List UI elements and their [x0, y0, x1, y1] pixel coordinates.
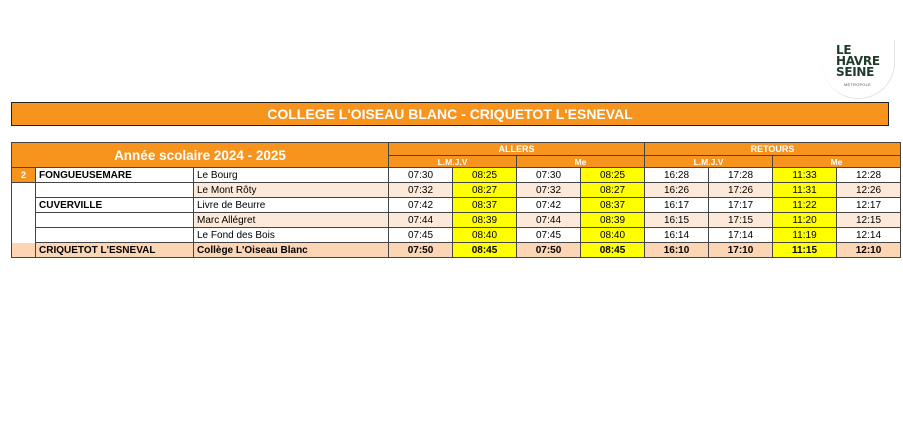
time-cell: 11:15 [772, 242, 837, 258]
time-cell: 07:30 [516, 167, 581, 183]
line-number-blank [11, 242, 36, 258]
stop-cell: Marc Allégret [193, 212, 389, 228]
time-cell: 08:39 [452, 212, 517, 228]
time-cell: 08:25 [452, 167, 517, 183]
commune-cell: CUVERVILLE [35, 197, 194, 213]
time-cell: 07:32 [516, 182, 581, 198]
time-cell: 17:10 [708, 242, 773, 258]
time-cell: 17:15 [708, 212, 773, 228]
time-cell: 07:45 [516, 227, 581, 243]
logo-line-2: HAVRE [836, 54, 880, 68]
line-number: 2 [11, 167, 36, 183]
time-cell: 07:32 [388, 182, 453, 198]
time-cell: 08:45 [580, 242, 645, 258]
commune-cell: FONGUEUSEMARE [35, 167, 194, 183]
time-cell: 07:42 [388, 197, 453, 213]
time-cell: 08:45 [452, 242, 517, 258]
time-cell: 11:22 [772, 197, 837, 213]
table-row: Le Fond des Bois 07:45 08:40 07:45 08:40 16:1… [11, 227, 901, 243]
commune-cell [35, 227, 194, 243]
allers-header: ALLERS [388, 142, 645, 156]
time-cell: 11:20 [772, 212, 837, 228]
commune-cell: CRIQUETOT L'ESNEVAL [35, 242, 194, 258]
time-cell: 11:33 [772, 167, 837, 183]
time-cell: 08:27 [580, 182, 645, 198]
table-row: Marc Allégret 07:44 08:39 07:44 08:39 16:15 17… [11, 212, 901, 228]
time-cell: 16:28 [644, 167, 709, 183]
time-cell: 08:25 [580, 167, 645, 183]
line-number-blank [11, 212, 36, 228]
time-cell: 07:30 [388, 167, 453, 183]
time-cell: 12:10 [836, 242, 901, 258]
time-cell: 12:26 [836, 182, 901, 198]
retours-lmjv-header: L.M.J.V [644, 155, 773, 168]
table-row: CRIQUETOT L'ESNEVAL Collège L'Oiseau Blan… [11, 242, 901, 258]
timetable-body: 2 FONGUEUSEMARE Le Bourg 07:30 08:25 07:30 08:… [11, 167, 901, 258]
stop-cell: Le Mont Rôty [193, 182, 389, 198]
allers-me-header: Me [516, 155, 645, 168]
commune-cell [35, 182, 194, 198]
time-cell: 12:28 [836, 167, 901, 183]
time-cell: 07:50 [516, 242, 581, 258]
time-cell: 08:39 [580, 212, 645, 228]
time-cell: 07:45 [388, 227, 453, 243]
time-cell: 07:44 [388, 212, 453, 228]
time-cell: 07:42 [516, 197, 581, 213]
time-cell: 12:15 [836, 212, 901, 228]
time-cell: 17:17 [708, 197, 773, 213]
table-row: CUVERVILLE Livre de Beurre 07:42 08:37 07:42… [11, 197, 901, 213]
allers-lmjv-header: L.M.J.V [388, 155, 517, 168]
time-cell: 16:26 [644, 182, 709, 198]
stop-cell: Le Fond des Bois [193, 227, 389, 243]
line-number-blank [11, 197, 36, 213]
time-cell: 08:27 [452, 182, 517, 198]
timetable: Année scolaire 2024 - 2025 ALLERS RETOUR… [11, 142, 901, 258]
logo-line-3: SEINE [836, 65, 875, 79]
logo-wordmark: LE HAVRE SEINE [836, 43, 880, 79]
time-cell: 17:26 [708, 182, 773, 198]
time-cell: 11:31 [772, 182, 837, 198]
time-cell: 16:14 [644, 227, 709, 243]
time-cell: 17:14 [708, 227, 773, 243]
school-year: Année scolaire 2024 - 2025 [11, 142, 389, 168]
time-cell: 11:19 [772, 227, 837, 243]
le-havre-seine-logo: LE HAVRE SEINE MÉTROPOLE [822, 40, 895, 99]
time-cell: 17:28 [708, 167, 773, 183]
logo-tagline: MÉTROPOLE [844, 82, 871, 87]
page-title: COLLEGE L'OISEAU BLANC - CRIQUETOT L'ESN… [11, 102, 889, 126]
logo-line-1: LE [836, 43, 852, 57]
line-number-blank [11, 182, 36, 198]
time-cell: 12:17 [836, 197, 901, 213]
retours-me-header: Me [772, 155, 901, 168]
stop-cell: Collège L'Oiseau Blanc [193, 242, 389, 258]
time-cell: 07:50 [388, 242, 453, 258]
line-number-blank [11, 227, 36, 243]
time-cell: 16:15 [644, 212, 709, 228]
table-row: Le Mont Rôty 07:32 08:27 07:32 08:27 16:26 17:… [11, 182, 901, 198]
time-cell: 08:37 [452, 197, 517, 213]
time-cell: 16:10 [644, 242, 709, 258]
retours-header: RETOURS [644, 142, 901, 156]
time-cell: 08:40 [580, 227, 645, 243]
time-cell: 08:40 [452, 227, 517, 243]
time-cell: 16:17 [644, 197, 709, 213]
time-cell: 12:14 [836, 227, 901, 243]
stop-cell: Le Bourg [193, 167, 389, 183]
time-cell: 08:37 [580, 197, 645, 213]
stop-cell: Livre de Beurre [193, 197, 389, 213]
time-cell: 07:44 [516, 212, 581, 228]
commune-cell [35, 212, 194, 228]
table-row: 2 FONGUEUSEMARE Le Bourg 07:30 08:25 07:30 08:… [11, 167, 901, 183]
